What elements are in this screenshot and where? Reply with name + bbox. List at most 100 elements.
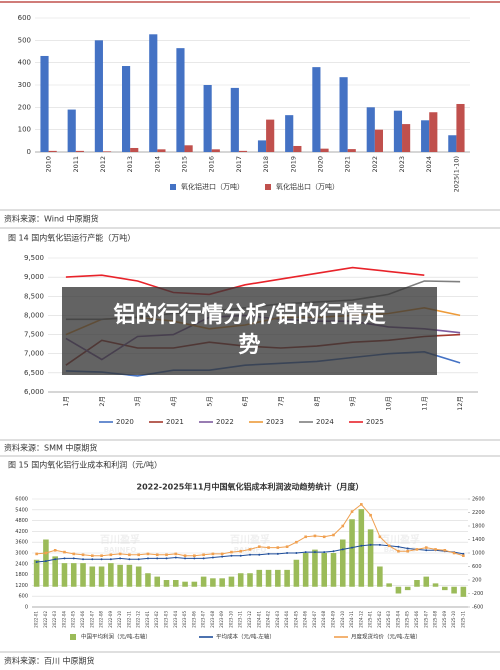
x-tick-label: 2014 — [153, 156, 161, 173]
bar — [130, 147, 139, 152]
legend-label: 2022 — [216, 418, 234, 426]
marker — [174, 556, 177, 559]
bar — [154, 576, 161, 587]
marker — [424, 546, 428, 549]
x-tick-label: 2023-01 — [145, 611, 150, 628]
legend-label: 氧化铝进口（万吨） — [181, 182, 244, 191]
marker — [155, 553, 159, 557]
x-tick-label: 2024-01 — [256, 611, 261, 628]
y-tick-label: 200 — [18, 103, 31, 111]
bar — [339, 77, 348, 152]
bar — [421, 120, 430, 152]
x-tick-label: 7月 — [277, 396, 285, 407]
marker — [322, 535, 326, 539]
bar — [135, 566, 142, 587]
chart-title: 2022-2025年11月中国氧化铝成本利润波动趋势统计（月度） — [137, 482, 364, 492]
x-tick-label: 2023-04 — [173, 611, 178, 628]
marker — [230, 550, 233, 554]
marker — [90, 554, 94, 557]
marker — [295, 540, 298, 544]
marker — [332, 533, 335, 537]
marker — [91, 558, 94, 561]
x-tick-label: 2024 — [425, 156, 433, 173]
y2-tick-label: 1000 — [472, 551, 485, 557]
x-tick-label: 2021 — [344, 156, 352, 173]
y2-tick-label: 1400 — [472, 537, 485, 543]
x-tick-label: 2025-06 — [414, 611, 419, 628]
marker — [332, 550, 335, 553]
x-tick-label: 2022-01 — [34, 611, 39, 628]
bar — [126, 564, 133, 587]
bar — [367, 529, 374, 587]
marker — [165, 553, 168, 557]
marker — [369, 543, 372, 546]
marker — [193, 554, 196, 557]
x-tick-label: 2015 — [181, 156, 189, 173]
marker — [100, 558, 103, 561]
bar — [284, 569, 290, 587]
y-tick-label: 100 — [18, 126, 31, 134]
bar — [386, 583, 392, 587]
marker — [53, 549, 57, 552]
x-tick-label: 2022-11 — [126, 611, 131, 628]
marker — [415, 548, 419, 551]
x-tick-label: 2016 — [208, 156, 216, 173]
bar — [238, 150, 248, 152]
legend-label: 2024 — [316, 418, 334, 426]
marker — [406, 547, 409, 550]
watermark: BAIINFO — [104, 546, 137, 554]
x-tick-label: 2月 — [98, 396, 106, 407]
bar — [48, 150, 57, 152]
marker — [193, 557, 196, 560]
y-tick-label: 6,000 — [24, 388, 44, 396]
marker — [35, 561, 38, 563]
bar — [237, 573, 244, 587]
x-tick-label: 2011 — [72, 156, 80, 173]
y-tick-label: 1800 — [15, 572, 28, 578]
y-tick-label: 5400 — [15, 507, 28, 513]
source: 资料来源：Wind 中原期货 — [4, 214, 99, 224]
bar — [80, 563, 86, 587]
x-tick-label: 2022-02 — [43, 611, 48, 628]
source: 资料来源：百川 中原期货 — [4, 656, 95, 666]
y-tick-label: 3600 — [15, 540, 28, 546]
marker — [397, 549, 400, 553]
marker — [156, 557, 159, 560]
x-tick-label: 2022-05 — [71, 611, 76, 628]
marker — [118, 552, 122, 556]
legend-label: 中国平均利润（元/吨-右轴） — [81, 633, 151, 641]
bar — [182, 581, 188, 587]
marker — [341, 524, 345, 528]
x-tick-label: 2025-08 — [433, 611, 438, 628]
bar — [442, 586, 448, 591]
x-tick-label: 9月 — [349, 396, 357, 407]
x-tick-label: 2023 — [398, 156, 406, 173]
y-tick-label: 7,000 — [24, 350, 44, 358]
x-tick-label: 2025-09 — [442, 611, 447, 628]
marker — [119, 557, 122, 560]
bar — [191, 581, 198, 587]
marker — [35, 552, 38, 556]
x-tick-label: 2018 — [262, 156, 270, 173]
marker — [109, 558, 112, 561]
bar — [257, 140, 267, 152]
bar — [432, 583, 439, 587]
marker — [286, 552, 289, 554]
marker — [276, 546, 280, 549]
marker — [220, 552, 224, 556]
y2-tick-label: 1800 — [472, 524, 485, 530]
bar — [117, 564, 123, 587]
marker — [72, 552, 76, 556]
bar — [321, 553, 327, 587]
x-tick-label: 12月 — [456, 396, 464, 411]
legend-label: 2023 — [266, 418, 284, 426]
x-tick-label: 2020 — [316, 156, 324, 173]
marker — [54, 558, 57, 561]
x-tick-label: 2022-12 — [136, 611, 141, 628]
x-tick-label: 2024-05 — [293, 611, 298, 628]
y-tick-label: 3000 — [15, 551, 28, 557]
x-tick-label: 2022-04 — [61, 611, 66, 628]
watermark: BAIINFO — [384, 546, 417, 554]
marker — [387, 544, 391, 548]
